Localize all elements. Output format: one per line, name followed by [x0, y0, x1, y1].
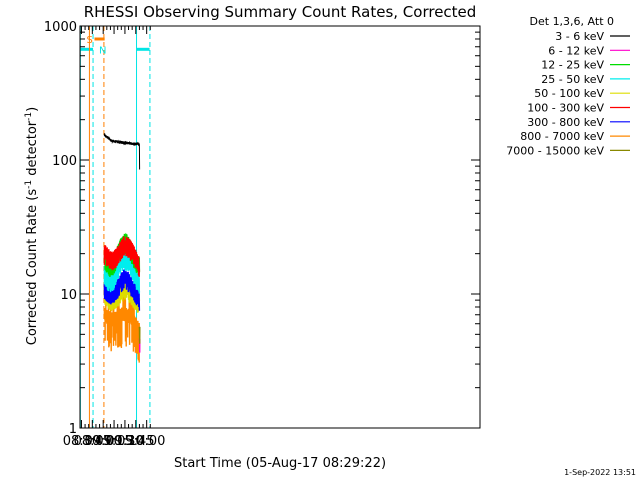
y-axis-label-sup2: -1	[24, 112, 34, 121]
y-tick-label-3: 1000	[44, 20, 77, 35]
y-axis-label: Corrected Count Rate (s-1 detector-1)	[24, 107, 40, 345]
legend-label-3: 25 - 50 keV	[541, 73, 604, 86]
series-line-7	[103, 289, 141, 363]
x-tick-label-3: 09:15	[95, 434, 132, 449]
x-tick-label-2: 09:00	[84, 434, 121, 449]
x-tick-label-5: 09:45	[117, 434, 154, 449]
x-tick-label-4: 09:30	[106, 434, 143, 449]
y-axis-label-end: )	[25, 107, 40, 112]
y-axis-label-mid: detector	[25, 120, 40, 180]
y-axis-label-sup1: -1	[24, 180, 34, 189]
y-tick-label-2: 100	[52, 154, 77, 169]
night-label: N	[99, 45, 106, 56]
saa-label: S	[86, 35, 92, 46]
series-line-0	[103, 133, 141, 170]
y-tick-label-1: 10	[60, 288, 77, 303]
legend-label-2: 12 - 25 keV	[541, 59, 604, 72]
plot-frame	[79, 25, 481, 429]
x-tick-label-1: 08:45	[74, 434, 111, 449]
legend-label-6: 300 - 800 keV	[527, 116, 604, 129]
y-axis-label-main: Corrected Count Rate (s	[25, 189, 40, 346]
legend-label-8: 7000 - 15000 keV	[506, 144, 604, 157]
series-line-5	[103, 236, 141, 277]
legend-title: Det 1,3,6, Att 0	[530, 15, 614, 28]
x-axis-label: Start Time (05-Aug-17 08:29:22)	[174, 456, 386, 471]
legend-label-7: 800 - 7000 keV	[520, 130, 604, 143]
timestamp: 1-Sep-2022 13:51	[564, 468, 636, 477]
chart-title: RHESSI Observing Summary Count Rates, Co…	[84, 3, 477, 21]
x-tick-label-0: 08:30	[63, 434, 100, 449]
legend-label-5: 100 - 300 keV	[527, 102, 604, 115]
x-tick-label-6: 10:00	[128, 434, 165, 449]
y-tick-label-0: 1	[69, 422, 77, 437]
series-line-6	[103, 269, 141, 311]
legend-label-1: 6 - 12 keV	[548, 44, 604, 57]
legend-label-4: 50 - 100 keV	[534, 87, 604, 100]
legend-label-0: 3 - 6 keV	[555, 30, 604, 43]
